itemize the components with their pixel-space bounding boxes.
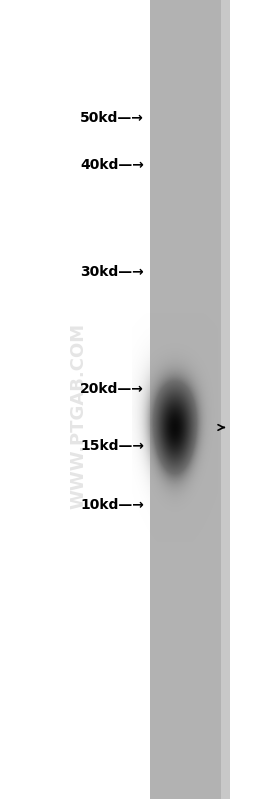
- Text: 15kd—→: 15kd—→: [80, 439, 144, 453]
- Text: 50kd—→: 50kd—→: [80, 111, 144, 125]
- Text: 40kd—→: 40kd—→: [80, 158, 144, 173]
- Text: 20kd—→: 20kd—→: [80, 382, 144, 396]
- Bar: [221, 0, 230, 799]
- Text: 30kd—→: 30kd—→: [80, 264, 144, 279]
- Text: WWW.PTGAB.COM: WWW.PTGAB.COM: [69, 323, 87, 508]
- Text: 10kd—→: 10kd—→: [80, 498, 144, 512]
- Bar: [150, 0, 221, 799]
